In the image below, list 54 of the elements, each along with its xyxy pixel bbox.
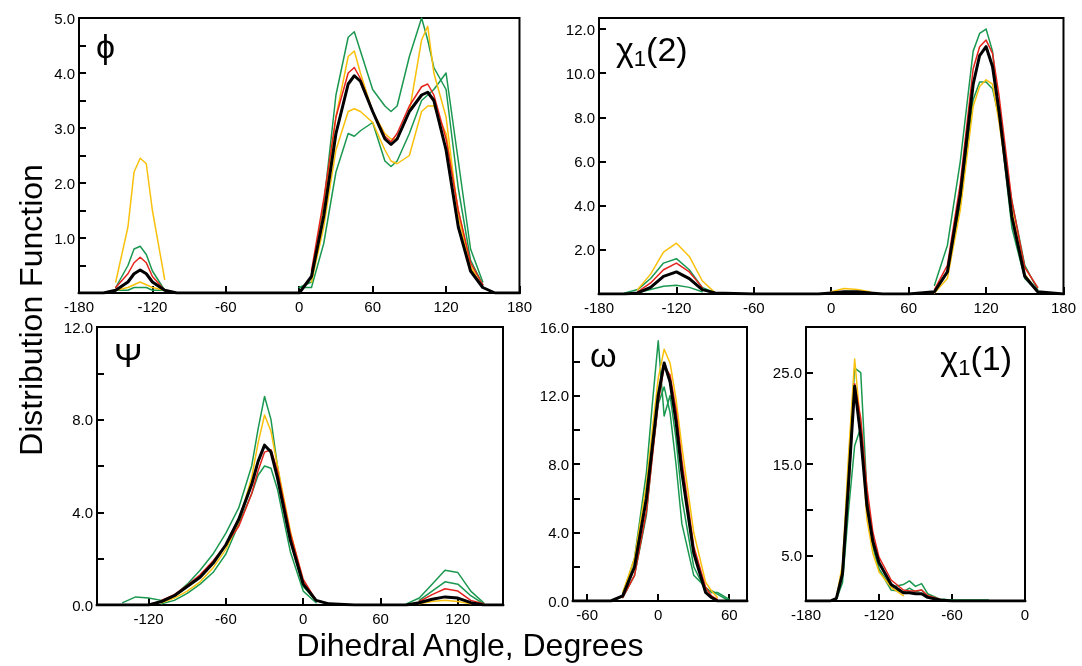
chart-title: ϕ — [96, 27, 116, 65]
y-tick-label: 16.0 — [539, 318, 569, 336]
y-axis-title: Distribution Function — [12, 164, 50, 456]
x-tick-label: -120 — [661, 299, 692, 316]
x-tick-label: 120 — [973, 299, 999, 316]
y-tick-label: 12.0 — [63, 318, 93, 336]
x-tick-label: 120 — [445, 610, 471, 627]
x-tick-label: -120 — [137, 298, 168, 315]
y-tick-label: 2.0 — [574, 241, 595, 259]
y-tick-label: 15.0 — [772, 455, 802, 473]
chart-title: Ψ — [114, 336, 143, 374]
y-tick-label: 12.0 — [565, 20, 595, 38]
x-tick-label: 120 — [433, 298, 459, 315]
y-tick-label: 0.0 — [548, 592, 569, 610]
x-tick-label: -180 — [63, 298, 95, 315]
y-tick-label: 4.0 — [548, 524, 569, 541]
x-tick-label: 0 — [654, 606, 663, 623]
x-axis-title: Dihedral Angle, Degrees — [296, 626, 644, 664]
chart-title: ω — [590, 336, 617, 374]
x-tick-label: 0 — [295, 298, 304, 315]
x-tick-label: 180 — [1050, 299, 1076, 316]
x-tick-label: 60 — [364, 298, 381, 315]
x-tick-label: 60 — [372, 610, 389, 627]
y-tick-label: 8.0 — [574, 108, 595, 126]
y-tick-label: 4.0 — [72, 503, 93, 521]
y-tick-label: 2.0 — [54, 174, 75, 192]
x-tick-label: 60 — [720, 606, 738, 623]
y-tick-label: 8.0 — [548, 455, 569, 473]
y-tick-label: 8.0 — [72, 411, 93, 429]
y-tick-label: 25.0 — [772, 364, 802, 382]
x-tick-label: -60 — [742, 299, 765, 316]
y-tick-label: 1.0 — [54, 229, 75, 247]
x-tick-label: 0 — [827, 299, 836, 316]
y-tick-label: 6.0 — [574, 153, 595, 171]
x-tick-label: 0 — [1020, 606, 1030, 623]
x-tick-label: -180 — [790, 606, 822, 623]
x-tick-label: -180 — [583, 299, 615, 316]
x-tick-label: -60 — [576, 606, 599, 623]
y-tick-label: 4.0 — [574, 197, 595, 215]
y-tick-label: 12.0 — [539, 387, 569, 404]
y-tick-label: 0.0 — [72, 596, 93, 614]
x-tick-label: 180 — [506, 298, 532, 315]
x-tick-label: 0 — [299, 610, 308, 627]
y-tick-label: 5.0 — [781, 546, 802, 564]
y-tick-label: 4.0 — [54, 64, 75, 82]
y-tick-label: 10.0 — [565, 64, 595, 82]
x-tick-label: -60 — [941, 606, 963, 623]
x-tick-label: 60 — [900, 299, 917, 316]
x-tick-label: -60 — [215, 610, 237, 627]
y-tick-label: 5.0 — [54, 9, 75, 27]
x-tick-label: -120 — [133, 610, 164, 627]
y-tick-label: 3.0 — [54, 119, 75, 137]
x-tick-label: -120 — [863, 606, 895, 623]
x-tick-label: -60 — [214, 298, 237, 315]
